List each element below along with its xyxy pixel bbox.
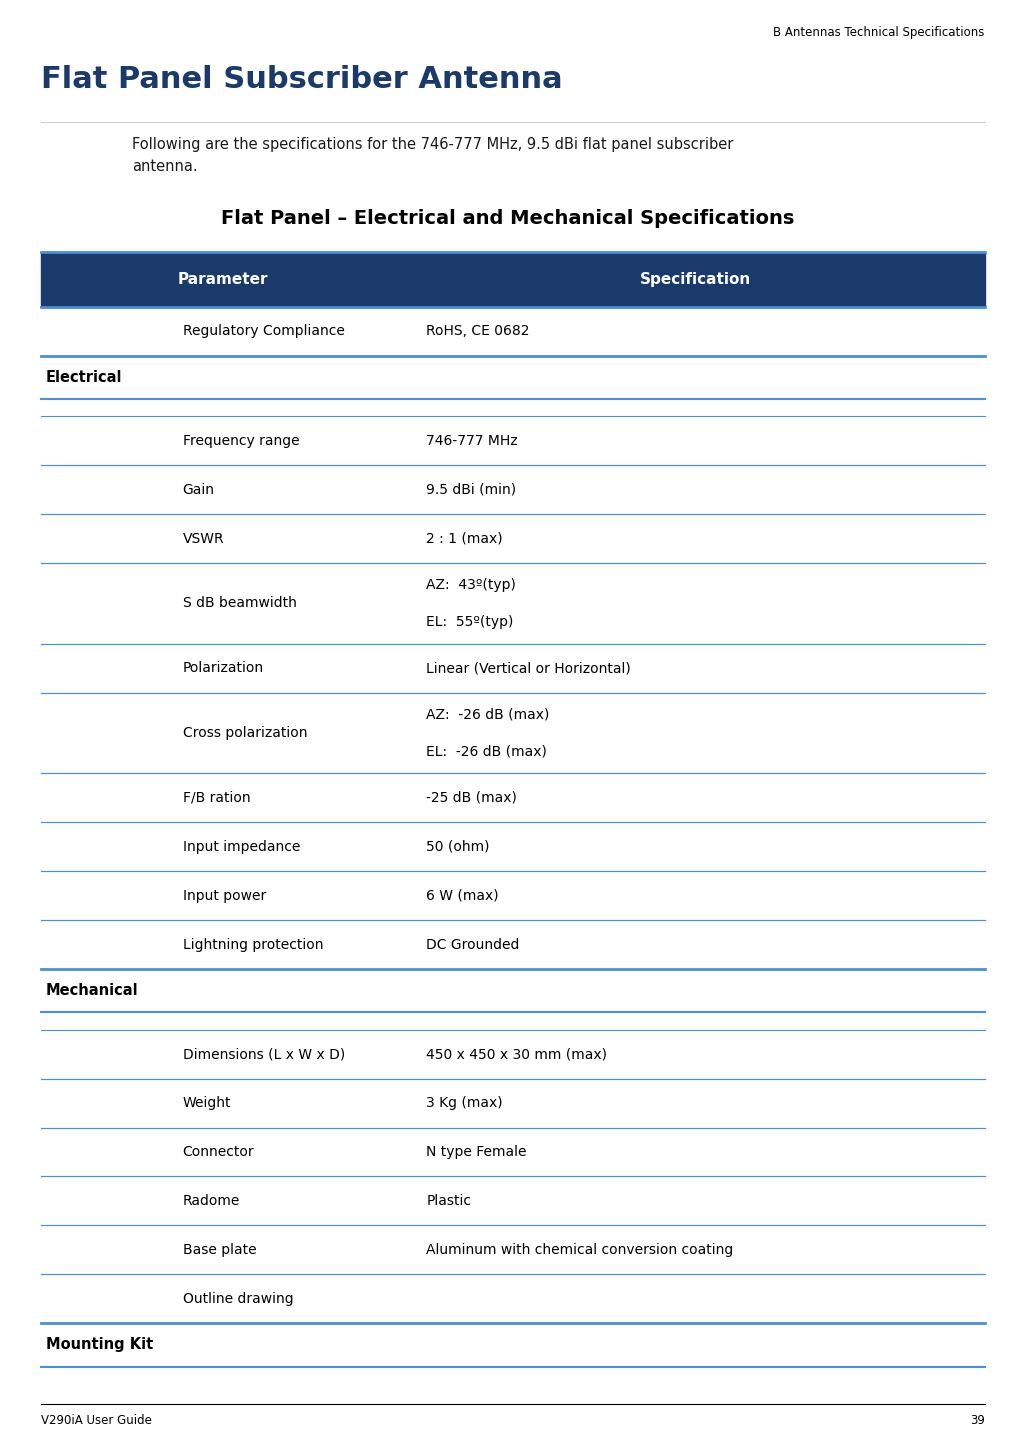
Text: Specification: Specification	[639, 272, 751, 287]
Text: VSWR: VSWR	[183, 531, 224, 546]
Text: RoHS, CE 0682: RoHS, CE 0682	[426, 324, 530, 338]
Text: Cross polarization: Cross polarization	[183, 726, 308, 740]
Text: EL:  55º(typ): EL: 55º(typ)	[426, 615, 514, 629]
Text: Flat Panel Subscriber Antenna: Flat Panel Subscriber Antenna	[41, 65, 562, 94]
Text: 3 Kg (max): 3 Kg (max)	[426, 1096, 502, 1110]
Text: Weight: Weight	[183, 1096, 231, 1110]
Text: 9.5 dBi (min): 9.5 dBi (min)	[426, 482, 517, 497]
Text: 2 : 1 (max): 2 : 1 (max)	[426, 531, 502, 546]
Text: 746-777 MHz: 746-777 MHz	[426, 433, 518, 448]
Text: V290iA User Guide: V290iA User Guide	[41, 1414, 151, 1427]
Text: AZ:  -26 dB (max): AZ: -26 dB (max)	[426, 707, 550, 721]
Text: Frequency range: Frequency range	[183, 433, 299, 448]
Bar	[41, 252, 985, 307]
Text: Polarization: Polarization	[183, 661, 264, 675]
Text: DC Grounded: DC Grounded	[426, 937, 520, 952]
Text: Mounting Kit: Mounting Kit	[46, 1338, 153, 1352]
Text: 50 (ohm): 50 (ohm)	[426, 840, 490, 854]
Text: Aluminum with chemical conversion coating: Aluminum with chemical conversion coatin…	[426, 1243, 734, 1257]
Text: 6 W (max): 6 W (max)	[426, 888, 499, 903]
Text: Following are the specifications for the 746-777 MHz, 9.5 dBi flat panel subscri: Following are the specifications for the…	[132, 137, 733, 174]
Text: Flat Panel – Electrical and Mechanical Specifications: Flat Panel – Electrical and Mechanical S…	[221, 209, 794, 228]
Text: Connector: Connector	[183, 1145, 255, 1159]
Text: Dimensions (L x W x D): Dimensions (L x W x D)	[183, 1047, 345, 1061]
Text: Radome: Radome	[183, 1194, 241, 1208]
Text: Linear (Vertical or Horizontal): Linear (Vertical or Horizontal)	[426, 661, 631, 675]
Text: Regulatory Compliance: Regulatory Compliance	[183, 324, 344, 338]
Text: 39: 39	[969, 1414, 985, 1427]
Text: F/B ration: F/B ration	[183, 791, 251, 805]
Text: EL:  -26 dB (max): EL: -26 dB (max)	[426, 744, 547, 759]
Text: 450 x 450 x 30 mm (max): 450 x 450 x 30 mm (max)	[426, 1047, 607, 1061]
Text: Electrical: Electrical	[46, 370, 122, 384]
Text: N type Female: N type Female	[426, 1145, 527, 1159]
Text: Input impedance: Input impedance	[183, 840, 300, 854]
Text: -25 dB (max): -25 dB (max)	[426, 791, 518, 805]
Text: AZ:  43º(typ): AZ: 43º(typ)	[426, 577, 517, 592]
Text: Base plate: Base plate	[183, 1243, 257, 1257]
Text: Gain: Gain	[183, 482, 215, 497]
Text: Plastic: Plastic	[426, 1194, 471, 1208]
Text: Mechanical: Mechanical	[46, 984, 138, 998]
Text: S dB beamwidth: S dB beamwidth	[183, 596, 296, 611]
Text: Parameter: Parameter	[178, 272, 269, 287]
Text: B Antennas Technical Specifications: B Antennas Technical Specifications	[773, 26, 985, 39]
Text: Input power: Input power	[183, 888, 266, 903]
Text: Lightning protection: Lightning protection	[183, 937, 323, 952]
Text: Outline drawing: Outline drawing	[183, 1292, 293, 1306]
